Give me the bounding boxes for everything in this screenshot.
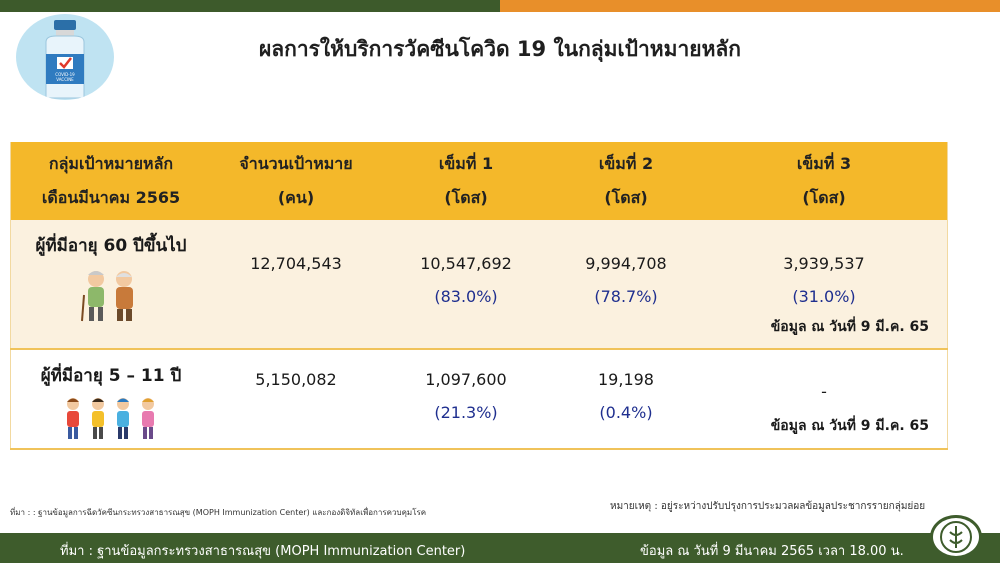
dose1-value: 1,097,600 xyxy=(425,370,507,389)
vaccination-table: กลุ่มเป้าหมายหลัก เดือนมีนาคม 2565 จำนวน… xyxy=(10,142,948,450)
page-title: ผลการให้บริการวัคซีนโควิด 19 ในกลุ่มเป้า… xyxy=(258,37,742,61)
header-target-line2: (คน) xyxy=(277,188,315,207)
dose2-value: 9,994,708 xyxy=(585,254,667,273)
target-cell: 5,150,082 xyxy=(211,348,381,449)
dose1-value: 10,547,692 xyxy=(420,254,512,273)
bottom-bar: ที่มา : ฐานข้อมูลกระทรวงสาธารณสุข (MOPH … xyxy=(0,533,1000,563)
vaccine-label-1: COVID-19 xyxy=(55,72,75,77)
dose3-value: 3,939,537 xyxy=(783,254,865,273)
header-dose1-line1: เข็มที่ 1 xyxy=(438,154,494,173)
group-label: ผู้ที่มีอายุ 60 ปีขึ้นไป xyxy=(35,236,187,256)
top-stripe-green xyxy=(0,0,500,12)
header-dose3-line2: (โดส) xyxy=(802,188,846,207)
header-dose2-line2: (โดส) xyxy=(604,188,648,207)
dose1-cell: 1,097,600 (21.3%) xyxy=(381,348,551,449)
target-cell: 12,704,543 xyxy=(211,220,381,349)
dose1-percent: (83.0%) xyxy=(434,287,498,306)
header-target-line1: จำนวนเป้าหมาย xyxy=(239,154,353,173)
header-group-line1: กลุ่มเป้าหมายหลัก xyxy=(48,154,174,173)
vaccine-label-2: VACCINE xyxy=(56,77,74,82)
bottom-timestamp: ข้อมูล ณ วันที่ 9 มีนาคม 2565 เวลา 18.00… xyxy=(640,544,904,559)
header-group: กลุ่มเป้าหมายหลัก เดือนมีนาคม 2565 xyxy=(10,142,211,220)
header-dose1-line2: (โดส) xyxy=(444,188,488,207)
remark-footnote: หมายเหตุ : อยู่ระหว่างปรับปรุงการประมวลผ… xyxy=(610,501,926,512)
dose2-percent: (0.4%) xyxy=(599,403,653,422)
header-dose3: เข็มที่ 3 (โดส) xyxy=(701,142,948,220)
top-stripe-orange xyxy=(500,0,1000,12)
vaccine-logo: COVID-19 VACCINE xyxy=(16,14,114,100)
header-group-line2: เดือนมีนาคม 2565 xyxy=(41,188,181,207)
target-value: 12,704,543 xyxy=(250,254,342,273)
moph-emblem-icon xyxy=(940,521,972,553)
header-target: จำนวนเป้าหมาย (คน) xyxy=(211,142,381,220)
dose3-percent: (31.0%) xyxy=(792,287,856,306)
header-dose2-line1: เข็มที่ 2 xyxy=(598,154,654,173)
group-cell: ผู้ที่มีอายุ 5 – 11 ปี xyxy=(10,348,211,449)
table-header-row: กลุ่มเป้าหมายหลัก เดือนมีนาคม 2565 จำนวน… xyxy=(10,142,948,220)
dose1-percent: (21.3%) xyxy=(434,403,498,422)
elderly-couple-icon xyxy=(81,271,133,322)
group-cell: ผู้ที่มีอายุ 60 ปีขึ้นไป xyxy=(10,220,211,349)
children-group-icon xyxy=(67,398,154,439)
header-dose3-line1: เข็มที่ 3 xyxy=(796,154,852,173)
vaccine-bottle-icon: COVID-19 VACCINE xyxy=(45,20,85,99)
target-value: 5,150,082 xyxy=(255,370,337,389)
moph-logo xyxy=(930,515,982,559)
group-label: ผู้ที่มีอายุ 5 – 11 ปี xyxy=(40,366,182,386)
data-as-of: ข้อมูล ณ วันที่ 9 มี.ค. 65 xyxy=(770,418,929,434)
dose2-percent: (78.7%) xyxy=(594,287,658,306)
top-stripe xyxy=(0,0,1000,12)
data-as-of: ข้อมูล ณ วันที่ 9 มี.ค. 65 xyxy=(770,319,929,335)
bottom-source: ที่มา : ฐานข้อมูลกระทรวงสาธารณสุข (MOPH … xyxy=(60,544,466,559)
dose2-value: 19,198 xyxy=(598,370,654,389)
dose1-cell: 10,547,692 (83.0%) xyxy=(381,220,551,349)
header-dose1: เข็มที่ 1 (โดส) xyxy=(381,142,551,220)
table-row: ผู้ที่มีอายุ 5 – 11 ปี 5,150 xyxy=(10,348,948,449)
dose3-cell: - ข้อมูล ณ วันที่ 9 มี.ค. 65 xyxy=(701,348,948,449)
dose3-value: - xyxy=(821,382,827,401)
source-footnote: ที่มา : : ฐานข้อมูลการฉีดวัคซีนกระทรวงสา… xyxy=(10,508,427,517)
dose2-cell: 9,994,708 (78.7%) xyxy=(551,220,701,349)
dose2-cell: 19,198 (0.4%) xyxy=(551,348,701,449)
table-row: ผู้ที่มีอายุ 60 ปีขึ้นไป 12,704,543 xyxy=(10,220,948,349)
dose3-cell: 3,939,537 (31.0%) ข้อมูล ณ วันที่ 9 มี.ค… xyxy=(701,220,948,349)
header-dose2: เข็มที่ 2 (โดส) xyxy=(551,142,701,220)
